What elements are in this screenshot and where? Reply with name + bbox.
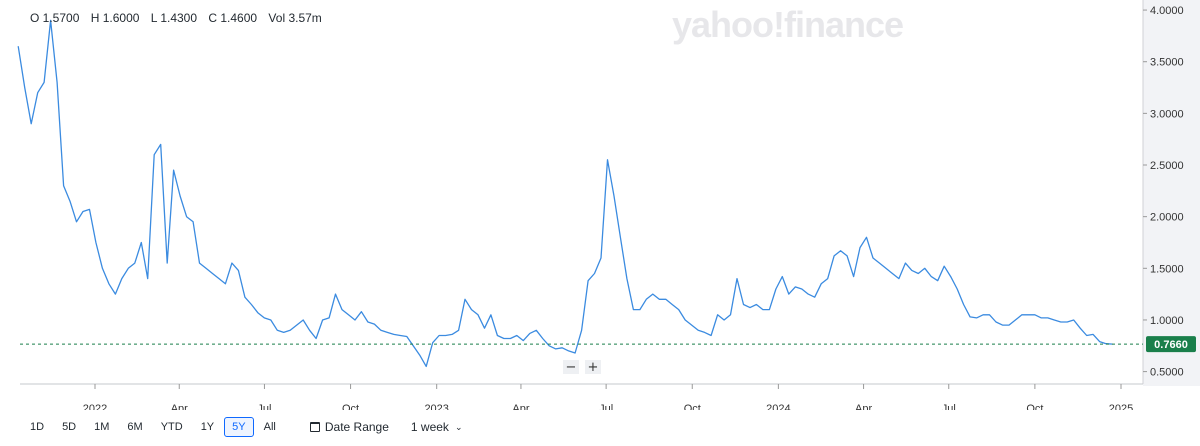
interval-dropdown[interactable]: 1 week ⌄ (411, 420, 463, 434)
y-tick-label: 3.0000 (1150, 108, 1184, 120)
y-tick-label: 2.5000 (1150, 160, 1184, 172)
high-value: H 1.6000 (90, 11, 140, 25)
y-tick-label: 2.0000 (1150, 212, 1184, 224)
x-tick-label: 2023 (424, 403, 448, 410)
price-line-series (17, 19, 1113, 368)
range-button-all[interactable]: All (256, 417, 284, 437)
x-tick-label: Jul (942, 403, 956, 410)
date-range-button[interactable]: Date Range (309, 420, 389, 434)
last-price-label: 0.7660 (1154, 339, 1188, 351)
price-chart[interactable]: 0.5000 1.0000 1.5000 2.0000 2.5000 3.0000 3.50… (0, 0, 1200, 410)
x-tick-label: 2025 (1109, 403, 1133, 410)
y-tick-label: 0.5000 (1150, 367, 1184, 379)
range-button-ytd[interactable]: YTD (153, 417, 191, 437)
volume-value: Vol 3.57m (268, 11, 322, 25)
x-tick-label: Oct (342, 403, 359, 410)
ohlc-readout: O 1.5700 H 1.6000 L 1.4300 C 1.4600 Vol … (30, 11, 330, 25)
range-selector: 1D 5D 1M 6M YTD 1Y 5Y All (22, 417, 286, 437)
x-tick-label: 2022 (83, 403, 107, 410)
y-tick-label: 4.0000 (1150, 5, 1184, 17)
date-range-label: Date Range (324, 420, 389, 434)
x-tick-label: 2024 (766, 403, 790, 410)
range-button-5y[interactable]: 5Y (224, 417, 254, 437)
zoom-out-button[interactable]: − (563, 360, 579, 374)
x-tick-label: Apr (171, 403, 188, 410)
chart-toolbar: 1D 5D 1M 6M YTD 1Y 5Y All Date Range 1 week ⌄ (22, 416, 462, 438)
interval-label: 1 week (410, 420, 449, 434)
range-button-1d[interactable]: 1D (22, 417, 52, 437)
zoom-in-button[interactable]: + (585, 360, 601, 374)
range-button-1m[interactable]: 1M (86, 417, 117, 437)
yahoo-finance-watermark: yahoo!finance (672, 4, 904, 45)
x-tick-label: Oct (1026, 403, 1043, 410)
close-value: C 1.4600 (208, 11, 258, 25)
y-axis-panel (1143, 0, 1200, 386)
zoom-controls: − + (563, 360, 601, 374)
x-tick-label: Jul (599, 403, 613, 410)
range-button-5d[interactable]: 5D (54, 417, 84, 437)
range-button-1y[interactable]: 1Y (193, 417, 222, 437)
y-tick-label: 1.0000 (1150, 315, 1184, 327)
y-tick-label: 3.5000 (1150, 57, 1184, 69)
low-value: L 1.4300 (150, 11, 198, 25)
calendar-icon (309, 422, 320, 432)
x-tick-label: Oct (684, 403, 701, 410)
chevron-down-icon: ⌄ (454, 421, 463, 432)
x-tick-label: Jul (257, 403, 271, 410)
y-tick-label: 1.5000 (1150, 263, 1184, 275)
x-tick-label: Apr (512, 403, 529, 410)
range-button-6m[interactable]: 6M (119, 417, 150, 437)
open-value: O 1.5700 (30, 11, 80, 25)
x-tick-label: Apr (855, 403, 872, 410)
last-price-badge (1146, 336, 1196, 353)
